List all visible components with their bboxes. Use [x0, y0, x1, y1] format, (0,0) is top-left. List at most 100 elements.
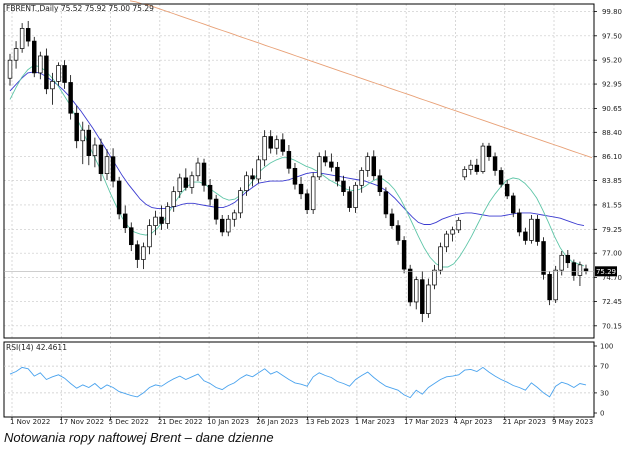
y-tick-label: 99.80 [602, 8, 622, 16]
x-tick-label: 1 Mar 2023 [355, 418, 395, 426]
candle-body [583, 268, 589, 272]
candle-body [207, 184, 213, 200]
candle-body [86, 129, 92, 156]
rsi-tick-label: 0 [600, 410, 604, 418]
x-tick-label: 1 Nov 2022 [10, 418, 50, 426]
x-tick-label: 9 May 2023 [552, 418, 593, 426]
rsi-tick-label: 70 [600, 363, 609, 371]
candle-body [286, 151, 292, 169]
candle-body [19, 28, 25, 49]
candle-body [141, 246, 146, 260]
candle-body [32, 40, 37, 74]
candle-body [280, 139, 286, 152]
candle-body [116, 180, 122, 215]
candle-body [511, 195, 516, 214]
y-tick-label: 74.70 [602, 274, 622, 282]
candle-body [335, 166, 340, 182]
candle-body [165, 206, 170, 224]
x-tick-label: 10 Jan 2023 [207, 418, 249, 426]
candle-body [498, 170, 504, 185]
candle-body [547, 274, 552, 301]
candle-body [559, 254, 564, 271]
x-tick-label: 5 Dec 2022 [109, 418, 149, 426]
candle-body [244, 175, 249, 191]
x-tick-label: 26 Jan 2023 [256, 418, 298, 426]
rsi-tick-label: 100 [600, 343, 613, 351]
candle-body [153, 216, 158, 226]
candle-body [13, 48, 19, 61]
x-tick-label: 4 Apr 2023 [453, 418, 492, 426]
candle-body [329, 161, 334, 168]
y-tick-label: 81.55 [602, 201, 622, 209]
candle-body [492, 156, 498, 171]
candle-body [80, 129, 85, 142]
y-tick-label: 95.20 [602, 57, 622, 65]
y-tick-label: 88.40 [602, 129, 622, 137]
candle-body [529, 218, 534, 241]
candle-body [213, 198, 219, 220]
candle-body [450, 229, 455, 235]
candle-body [292, 167, 298, 185]
chart-background [0, 0, 644, 430]
rsi-tick-label: 30 [600, 389, 609, 397]
candle-body [135, 244, 140, 260]
price-panel-frame [3, 3, 595, 339]
candle-body [359, 170, 364, 186]
candle-body [68, 82, 73, 114]
candle-body [44, 55, 49, 90]
candle-body [159, 216, 164, 224]
candle-body [420, 279, 425, 314]
candle-body [414, 279, 419, 303]
candle-body [347, 191, 352, 208]
candle-body [304, 193, 310, 211]
candle-body [377, 175, 383, 193]
candle-body [462, 169, 467, 178]
candle-body [468, 164, 474, 170]
candle-body [50, 81, 55, 90]
candle-body [426, 284, 431, 314]
candle-body [262, 136, 267, 161]
candle-body [480, 145, 486, 172]
candle-body [268, 136, 273, 149]
candle-body [316, 156, 322, 178]
candle-body [383, 191, 389, 215]
candle-body [486, 145, 492, 158]
candle-body [577, 264, 583, 276]
x-tick-label: 17 Mar 2023 [404, 418, 448, 426]
rsi-panel-frame [3, 341, 595, 418]
candle-body [504, 183, 510, 197]
candle-body [371, 156, 377, 177]
last-price-tag [595, 266, 617, 277]
candle-body [432, 269, 437, 286]
candle-body [323, 156, 328, 163]
y-tick-label: 97.50 [602, 32, 622, 40]
candle-body [571, 262, 577, 276]
candle-body [256, 159, 261, 180]
x-tick-label: 21 Dec 2022 [158, 418, 203, 426]
x-tick-label: 13 Feb 2023 [306, 418, 350, 426]
candle-body [129, 227, 134, 246]
candle-body [341, 180, 346, 193]
candle-body [38, 55, 43, 74]
y-tick-label: 77.00 [602, 250, 622, 258]
rsi-label: RSI(14) 42.4611 [6, 343, 67, 352]
figure-caption: Notowania ropy naftowej Brent – dane dzi… [4, 430, 274, 445]
y-tick-label: 92.95 [602, 81, 622, 89]
candle-body [474, 164, 480, 172]
candle-body [62, 65, 67, 83]
candle-body [226, 218, 231, 233]
y-tick-label: 90.65 [602, 105, 622, 113]
y-tick-label: 79.25 [602, 226, 622, 234]
x-tick-label: 17 Nov 2022 [59, 418, 104, 426]
price-chart: 99.80 97.50 95.20 92.95 90.65 88.40 86.10 83.85… [0, 0, 644, 430]
candle-body [171, 191, 176, 207]
y-tick-label: 83.85 [602, 177, 622, 185]
candle-body [104, 156, 110, 175]
candle-body [122, 213, 128, 229]
candle-body [523, 231, 528, 241]
axes: 99.80 97.50 95.20 92.95 90.65 88.40 86.10 83.85… [3, 3, 622, 426]
rsi-line [9, 366, 587, 399]
ma-long-line [129, 0, 593, 159]
candle-body [444, 233, 449, 248]
candle-body [110, 156, 116, 182]
